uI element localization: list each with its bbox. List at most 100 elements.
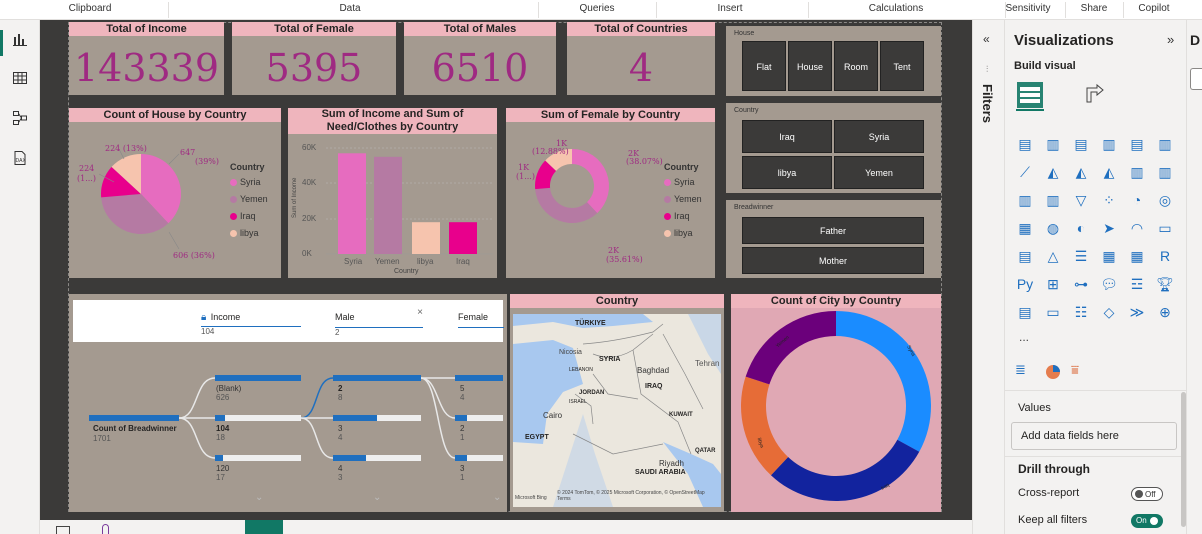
decomposition-tree-visual[interactable]: 🔒︎ Income 104 Male × 2 Female bbox=[69, 294, 507, 512]
pie-visual-icon[interactable]: ◔ bbox=[1132, 192, 1142, 208]
scatter-visual-icon[interactable]: ⁘ bbox=[1103, 192, 1115, 208]
slice-yemen[interactable] bbox=[770, 439, 920, 501]
map-canvas[interactable]: TÜRKIYE SYRIA Nicosia LEBANON Baghdad IR… bbox=[513, 314, 721, 507]
decomp-header-income[interactable]: 🔒︎ Income 104 bbox=[201, 307, 301, 336]
multi-row-card-visual-icon[interactable]: ▤ bbox=[1018, 248, 1032, 264]
decomp-node-label[interactable]: 4 bbox=[338, 464, 343, 473]
decomp-node-label[interactable]: 104 bbox=[216, 424, 230, 433]
analytics-icon[interactable]: ⩸ bbox=[1071, 362, 1079, 377]
100-bar-visual-icon[interactable]: ▤ bbox=[1130, 136, 1144, 152]
decomp-header-male[interactable]: Male × 2 bbox=[335, 307, 423, 337]
build-visual-tab-icon[interactable] bbox=[1017, 82, 1043, 108]
stacked-column-visual-icon[interactable]: ▥ bbox=[1046, 136, 1060, 152]
ribbon-group-queries[interactable]: Queries bbox=[579, 3, 615, 14]
gauge-visual-icon[interactable]: ◠ bbox=[1130, 220, 1144, 236]
ribbon-group-share[interactable]: Share bbox=[1080, 3, 1108, 14]
line-visual-icon[interactable]: ⟋ bbox=[1020, 164, 1030, 180]
stacked-bar-visual-icon[interactable]: ▤ bbox=[1018, 136, 1032, 152]
kpi-visual-icon[interactable]: △ bbox=[1047, 248, 1059, 264]
slicer-house[interactable]: House Flat House Room Tent bbox=[726, 26, 941, 96]
r-visual-visual-icon[interactable]: R bbox=[1159, 248, 1171, 264]
slicer-visual-icon[interactable]: ☰ bbox=[1074, 248, 1088, 264]
collapse-pane-icon[interactable]: « bbox=[983, 32, 990, 46]
card-visual-icon[interactable]: ▭ bbox=[1158, 220, 1172, 236]
format-icon[interactable] bbox=[1043, 362, 1063, 382]
decomposition-tree-visual-icon[interactable]: ⊶ bbox=[1074, 276, 1088, 292]
funnel-visual-icon[interactable]: ▽ bbox=[1075, 192, 1087, 208]
narrative-visual-icon[interactable]: ☲ bbox=[1130, 276, 1144, 292]
close-icon[interactable]: × bbox=[417, 307, 423, 318]
keep-filters-toggle[interactable]: On bbox=[1131, 514, 1163, 528]
pie-house-visual[interactable]: Count of House by Country 647 (39%) 606 … bbox=[69, 108, 281, 278]
metrics-visual-icon[interactable]: 🏆︎ bbox=[1156, 276, 1174, 292]
slicer-option-iraq[interactable]: Iraq bbox=[742, 120, 832, 153]
decomp-node-label[interactable]: 120 bbox=[216, 464, 230, 473]
filters-label[interactable]: Filters bbox=[980, 84, 995, 124]
ribbon-group-calculations[interactable]: Calculations bbox=[868, 3, 924, 14]
decomp-node-label[interactable]: 2 bbox=[460, 424, 465, 433]
slicer-country[interactable]: Country Iraq Syria libya Yemen bbox=[726, 103, 941, 193]
power-automate-visual-icon[interactable]: ≫ bbox=[1129, 304, 1145, 320]
data-pane-collapsed[interactable]: D bbox=[1186, 20, 1202, 534]
filters-pane-collapsed[interactable]: « ⫶ Filters bbox=[972, 20, 1004, 534]
arcgis-visual-icon[interactable]: ⊕ bbox=[1159, 304, 1171, 320]
legend-item[interactable]: libya bbox=[230, 228, 259, 238]
python-visual-visual-icon[interactable]: Py bbox=[1016, 276, 1034, 292]
azure-map-visual-icon[interactable]: ➤ bbox=[1103, 220, 1115, 236]
table-view-icon[interactable] bbox=[8, 70, 32, 94]
donut-female-visual[interactable]: Sum of Female by Country 2K (38.07%) 2K … bbox=[506, 108, 715, 278]
slicer-option-room[interactable]: Room bbox=[834, 41, 878, 91]
qa-visual-icon[interactable]: 💬︎ bbox=[1100, 276, 1118, 292]
kpi-card-income[interactable]: Total of Income 143339 bbox=[69, 22, 224, 95]
add-page-button[interactable] bbox=[245, 520, 283, 534]
decomp-node-label[interactable]: 3 bbox=[460, 464, 465, 473]
100-column-visual-icon[interactable]: ▥ bbox=[1158, 136, 1172, 152]
key-influencers-visual-icon[interactable]: ⊞ bbox=[1047, 276, 1059, 292]
slicer-option-libya[interactable]: libya bbox=[742, 156, 832, 189]
map-visual[interactable]: Country TÜRKIYE SYRIA Nicosia LEBANON Ba… bbox=[510, 294, 724, 512]
matrix-visual-icon[interactable]: ▦ bbox=[1130, 248, 1144, 264]
decomp-header-female[interactable]: Female bbox=[458, 307, 504, 328]
legend-item[interactable]: Yemen bbox=[230, 194, 268, 204]
format-visual-tab-icon[interactable] bbox=[1083, 82, 1109, 108]
legend-item[interactable]: Yemen bbox=[664, 194, 702, 204]
kpi-card-males[interactable]: Total of Males 6510 bbox=[404, 22, 556, 95]
treemap-visual-icon[interactable]: ▦ bbox=[1018, 220, 1032, 236]
kpi-card-female[interactable]: Total of Female 5395 bbox=[232, 22, 396, 95]
map-visual-icon[interactable]: ◍ bbox=[1046, 220, 1060, 236]
decomp-node-label[interactable]: (Blank) bbox=[216, 384, 242, 393]
report-view-icon[interactable] bbox=[8, 31, 32, 55]
filled-map-visual-icon[interactable]: ◐ bbox=[1076, 220, 1086, 236]
slice-yemen[interactable] bbox=[101, 194, 169, 234]
legend-item[interactable]: Syria bbox=[230, 177, 261, 187]
map-attribution[interactable]: © 2024 TomTom, © 2025 Microsoft Corporat… bbox=[557, 490, 705, 502]
slice-libya[interactable] bbox=[111, 154, 141, 194]
slice-iraq[interactable] bbox=[535, 160, 557, 190]
slice-iraq[interactable] bbox=[101, 166, 141, 198]
fields-icon[interactable]: ≣ bbox=[1015, 362, 1026, 377]
pane-scrollbar[interactable] bbox=[1181, 392, 1186, 527]
ribbon-group-clipboard[interactable]: Clipboard bbox=[68, 3, 112, 14]
bar-iraq[interactable] bbox=[449, 222, 477, 254]
power-apps-visual-icon[interactable]: ◇ bbox=[1103, 304, 1115, 320]
100-area-visual-icon[interactable]: ◭ bbox=[1103, 164, 1115, 180]
clustered-column-visual-icon[interactable]: ▥ bbox=[1102, 136, 1116, 152]
slicer-option-house[interactable]: House bbox=[788, 41, 832, 91]
copilot-icon[interactable] bbox=[102, 524, 109, 534]
slice-syria[interactable] bbox=[572, 149, 609, 214]
paginated-visual-icon[interactable]: ▤ bbox=[1018, 304, 1032, 320]
more-visuals-icon[interactable]: ... bbox=[1019, 330, 1030, 344]
area-visual-icon[interactable]: ◭ bbox=[1047, 164, 1059, 180]
legend-item[interactable]: Iraq bbox=[664, 211, 690, 221]
legend-item[interactable]: Iraq bbox=[230, 211, 256, 221]
ribbon-group-copilot[interactable]: Copilot bbox=[1138, 3, 1170, 14]
slice-syria[interactable] bbox=[836, 311, 931, 452]
slice-libya[interactable] bbox=[741, 376, 789, 476]
bar-yemen[interactable] bbox=[374, 156, 402, 254]
city-donut-visual[interactable]: Count of City by Country Syria Iraq liby… bbox=[731, 294, 941, 512]
ribbon-group-data[interactable]: Data bbox=[339, 3, 361, 14]
clustered-bar-visual-icon[interactable]: ▤ bbox=[1074, 136, 1088, 152]
slicer-option-mother[interactable]: Mother bbox=[742, 247, 924, 274]
model-view-icon[interactable] bbox=[8, 110, 32, 134]
ribbon-group-sensitivity[interactable]: Sensitivity bbox=[1005, 3, 1051, 14]
